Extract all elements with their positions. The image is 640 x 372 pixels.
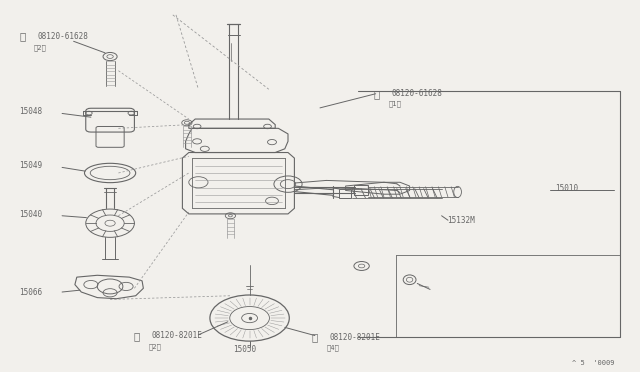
Text: 08120-8201E: 08120-8201E (330, 333, 380, 342)
Text: （4）: （4） (327, 344, 340, 351)
Bar (354, 185, 368, 195)
Text: 15040: 15040 (19, 210, 42, 219)
Text: （2）: （2） (33, 44, 46, 51)
Text: （2）: （2） (148, 343, 161, 350)
Text: 15048: 15048 (19, 107, 42, 116)
Text: 15010: 15010 (556, 184, 579, 193)
Text: 08120-61628: 08120-61628 (37, 32, 88, 41)
Text: Ⓑ: Ⓑ (374, 89, 380, 99)
Text: 15050: 15050 (234, 345, 257, 354)
Text: 15132M: 15132M (447, 216, 474, 225)
Text: 15049: 15049 (19, 161, 42, 170)
Text: Ⓑ: Ⓑ (19, 31, 26, 41)
Text: 08120-61628: 08120-61628 (392, 89, 442, 98)
Text: ^ 5  '0009: ^ 5 '0009 (572, 360, 614, 366)
Bar (339, 189, 351, 198)
Text: 15066: 15066 (19, 288, 42, 297)
Text: （1）: （1） (389, 101, 402, 108)
Text: 08120-8201E: 08120-8201E (151, 331, 202, 340)
Text: Ⓑ: Ⓑ (133, 331, 140, 341)
Text: Ⓑ: Ⓑ (312, 333, 318, 342)
